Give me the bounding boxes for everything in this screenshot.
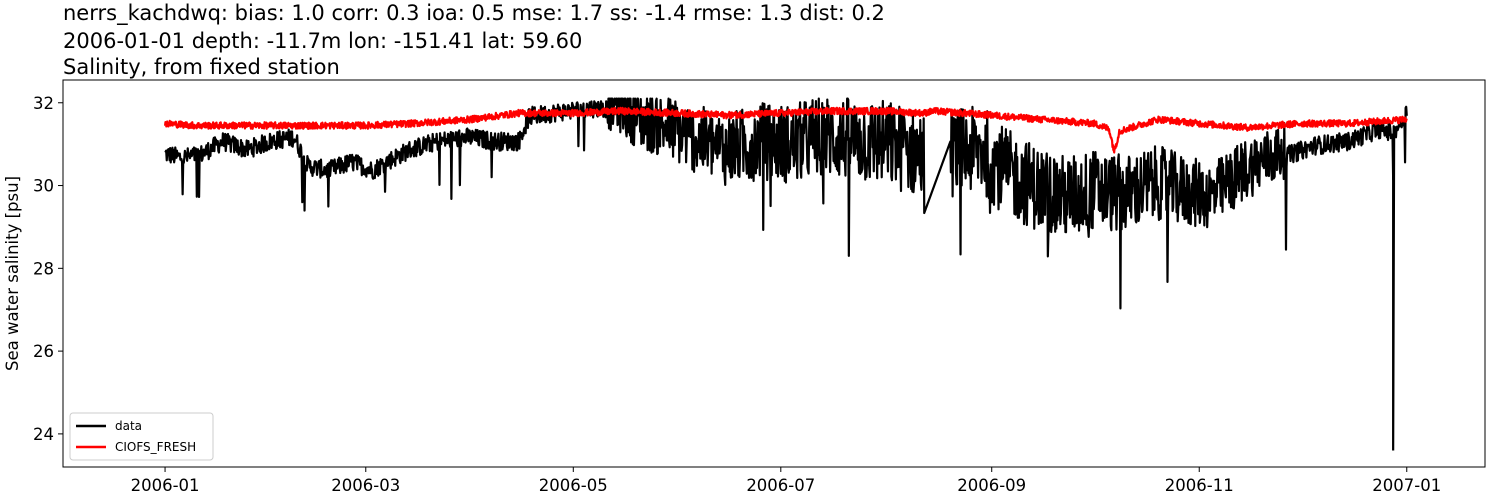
x-tick-label: 2006-09: [957, 476, 1026, 495]
series-line-ciofs-fresh: [163, 106, 1408, 154]
series-line-data: [164, 97, 1408, 310]
y-axis-label: Sea water salinity [psu]: [3, 176, 22, 371]
series-layer: [163, 97, 1408, 451]
legend-label: data: [115, 419, 142, 433]
legend-label: CIOFS_FRESH: [115, 440, 196, 454]
y-tick-label: 26: [33, 342, 54, 361]
x-tick-label: 2006-03: [331, 476, 400, 495]
y-tick-label: 24: [33, 425, 54, 444]
y-tick-label: 28: [33, 259, 54, 278]
legend: data CIOFS_FRESH: [69, 412, 214, 461]
x-tick-label: 2006-07: [746, 476, 815, 495]
chart-title-variable: Salinity, from fixed station: [63, 55, 340, 79]
x-tick-label: 2007-01: [1372, 476, 1441, 495]
x-tick-label: 2006-11: [1165, 476, 1234, 495]
series-data-min-spike: [1392, 127, 1396, 451]
chart-title-stats: nerrs_kachdwq: bias: 1.0 corr: 0.3 ioa: …: [63, 1, 885, 25]
y-tick-label: 32: [33, 94, 54, 113]
x-tick-label: 2006-01: [131, 476, 200, 495]
y-axis: 24 26 28 30 32: [33, 94, 63, 444]
y-tick-label: 30: [33, 177, 54, 196]
x-axis: 2006-01 2006-03 2006-05 2006-07 2006-09 2006-…: [131, 467, 1441, 495]
chart-title-station-info: 2006-01-01 depth: -11.7m lon: -151.41 la…: [63, 29, 583, 53]
axes-frame: [62, 79, 1486, 468]
x-tick-label: 2006-05: [539, 476, 608, 495]
